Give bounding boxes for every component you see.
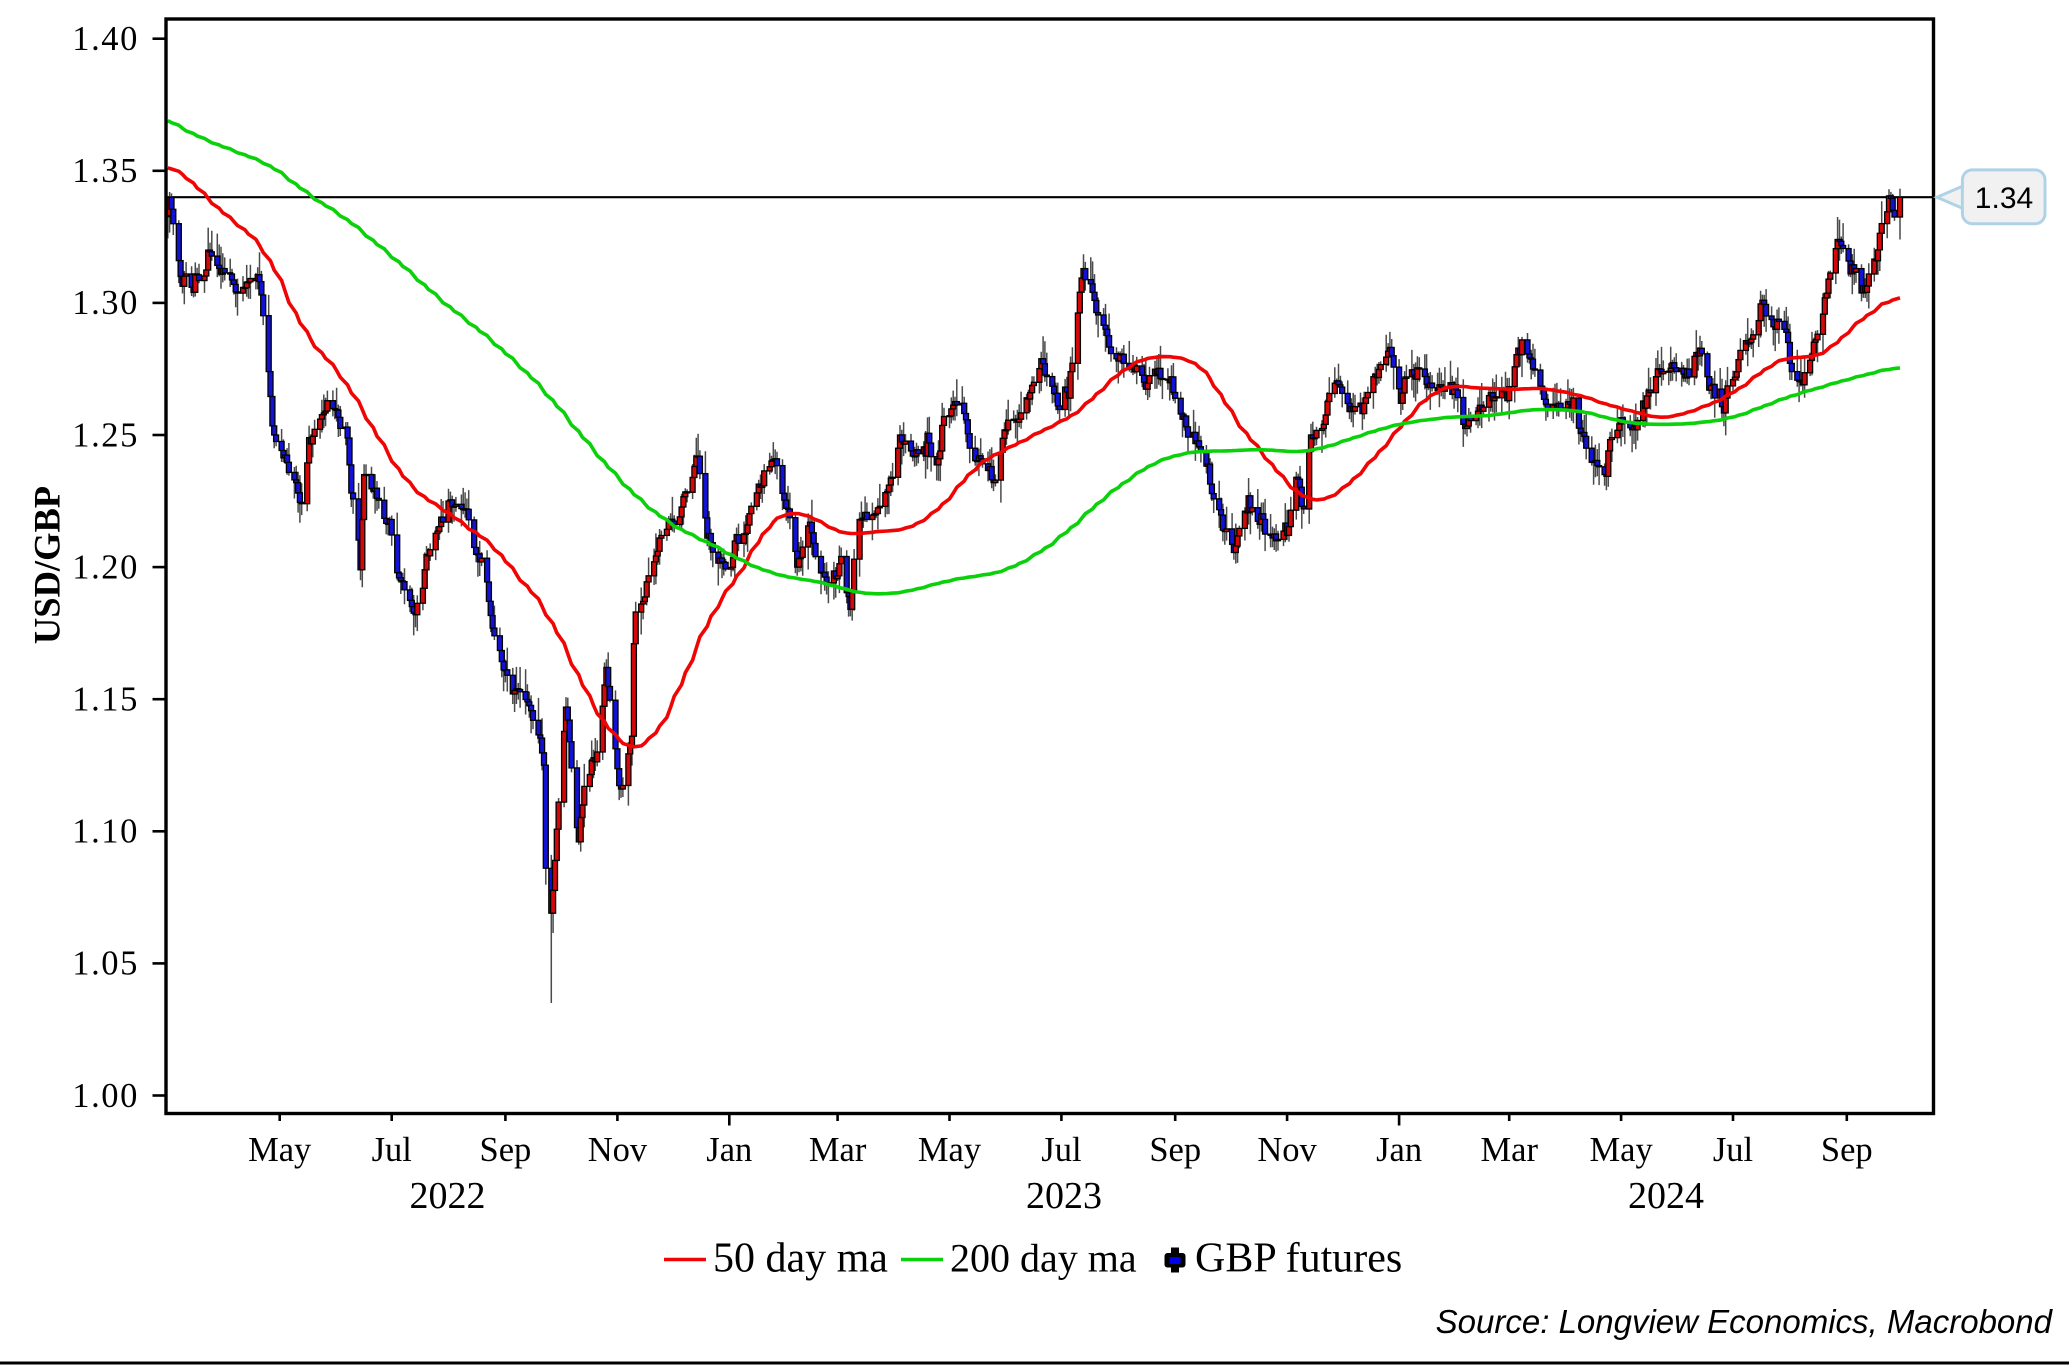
svg-text:USD/GBP: USD/GBP: [27, 486, 68, 644]
svg-text:Sep: Sep: [1149, 1131, 1201, 1169]
svg-text:1.20: 1.20: [72, 548, 139, 586]
svg-text:1.34: 1.34: [1975, 182, 2033, 215]
svg-text:May: May: [1589, 1131, 1653, 1169]
svg-text:200 day ma: 200 day ma: [950, 1236, 1137, 1281]
svg-text:50 day ma: 50 day ma: [713, 1236, 888, 1282]
svg-text:1.05: 1.05: [72, 945, 139, 983]
svg-text:1.10: 1.10: [72, 813, 139, 851]
svg-text:Nov: Nov: [588, 1131, 648, 1169]
svg-text:2024: 2024: [1628, 1175, 1704, 1217]
svg-text:Jul: Jul: [1713, 1131, 1753, 1169]
svg-text:1.25: 1.25: [72, 416, 139, 454]
svg-text:Jul: Jul: [372, 1131, 412, 1169]
svg-text:Source: Longview Economics, Ma: Source: Longview Economics, Macrobond: [1436, 1303, 2054, 1340]
svg-text:Mar: Mar: [809, 1131, 867, 1169]
svg-text:1.15: 1.15: [72, 681, 139, 719]
svg-text:Jan: Jan: [706, 1131, 752, 1169]
svg-text:2023: 2023: [1026, 1175, 1102, 1217]
svg-text:1.30: 1.30: [72, 284, 139, 322]
svg-text:2022: 2022: [410, 1175, 486, 1217]
svg-text:Nov: Nov: [1257, 1131, 1317, 1169]
svg-text:May: May: [248, 1131, 312, 1169]
svg-text:1.40: 1.40: [72, 20, 139, 58]
svg-text:Mar: Mar: [1480, 1131, 1538, 1169]
svg-text:1.00: 1.00: [72, 1077, 139, 1115]
svg-text:Jan: Jan: [1376, 1131, 1422, 1169]
svg-text:Sep: Sep: [1821, 1131, 1873, 1169]
svg-text:May: May: [918, 1131, 982, 1169]
svg-text:GBP futures: GBP futures: [1195, 1236, 1402, 1282]
svg-text:1.35: 1.35: [72, 152, 139, 190]
svg-text:Jul: Jul: [1041, 1131, 1081, 1169]
svg-text:Sep: Sep: [480, 1131, 532, 1169]
